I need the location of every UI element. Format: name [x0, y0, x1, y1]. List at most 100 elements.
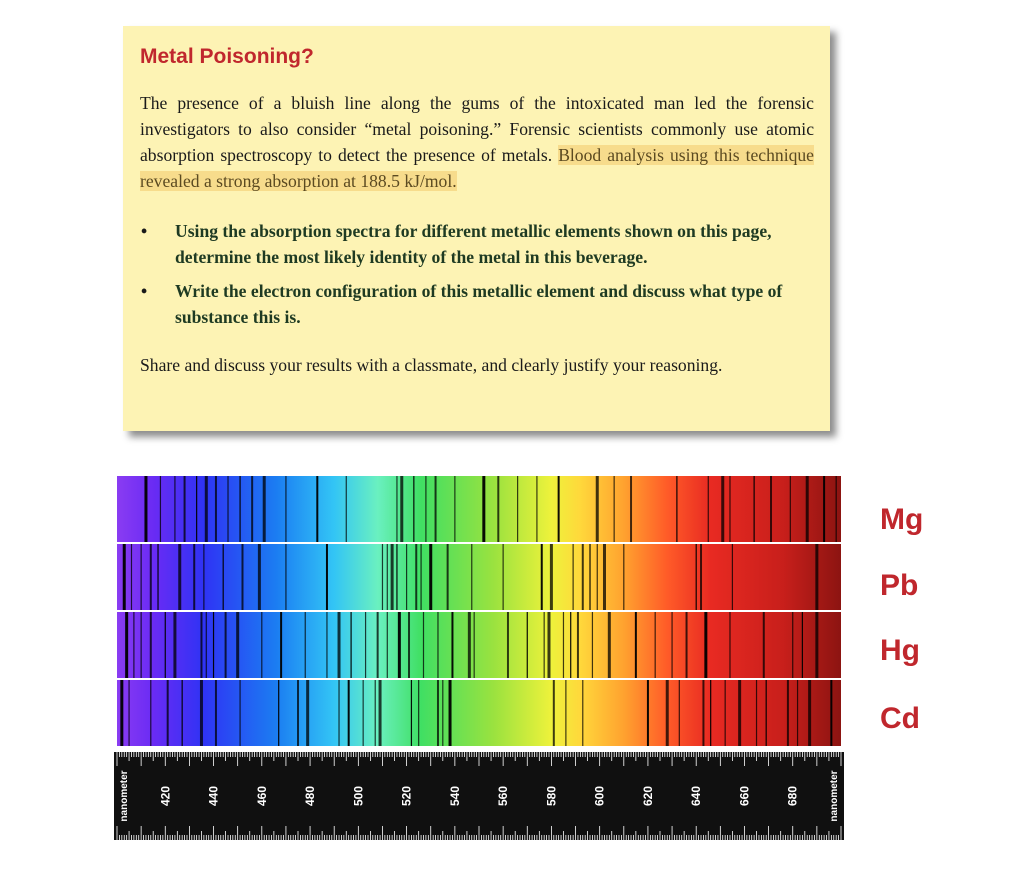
absorption-line [304, 612, 306, 678]
absorption-line [173, 612, 177, 678]
absorption-line [157, 544, 159, 610]
absorption-line [729, 612, 731, 678]
absorption-line [497, 476, 500, 542]
absorption-line [381, 544, 384, 610]
absorption-line [830, 680, 833, 746]
absorption-line [724, 680, 726, 746]
absorption-line [731, 544, 733, 610]
absorption-line [410, 680, 413, 746]
absorption-line [120, 680, 124, 746]
absorption-line [164, 612, 166, 678]
absorption-line [150, 680, 152, 746]
absorption-line [257, 544, 261, 610]
absorption-line [482, 476, 486, 542]
spectrum-band-mg [117, 476, 841, 544]
absorption-line [285, 544, 287, 610]
absorption-line [710, 680, 712, 746]
element-label-hg: Hg [880, 634, 920, 667]
spectrum-background [117, 680, 841, 746]
absorption-line [517, 476, 519, 542]
absorption-line [473, 612, 475, 678]
intro-paragraph: The presence of a bluish line along the … [140, 90, 814, 194]
absorption-line [753, 476, 755, 542]
absorption-line [700, 544, 703, 610]
absorption-line [557, 476, 560, 542]
absorption-line [707, 476, 709, 542]
absorption-line [133, 612, 135, 678]
absorption-line [374, 680, 376, 746]
absorption-line [376, 612, 379, 678]
absorption-line [762, 612, 765, 678]
absorption-line [591, 612, 594, 678]
absorption-line [582, 680, 584, 746]
absorption-line [345, 476, 347, 542]
absorption-line [122, 544, 126, 610]
question-text: Using the absorption spectra for differe… [175, 221, 772, 267]
absorption-line [451, 612, 454, 678]
absorption-line [140, 612, 142, 678]
absorption-spectra: 420 440 460 480 500 520 540 560 580 600 620 640 660 6… [114, 476, 844, 840]
absorption-line [174, 476, 176, 542]
absorption-line [214, 680, 217, 746]
ruler-tick-label: 460 [255, 786, 269, 806]
ruler-tick-label: 420 [158, 786, 172, 806]
ruler-tick-label: 580 [544, 786, 558, 806]
absorption-line [565, 680, 567, 746]
absorption-line [181, 680, 183, 746]
absorption-line [227, 476, 229, 542]
element-label-mg: Mg [880, 503, 924, 536]
absorption-line [205, 612, 207, 678]
absorption-line [540, 544, 543, 610]
absorption-line [448, 680, 452, 746]
absorption-line [738, 680, 742, 746]
absorption-line [422, 612, 425, 678]
ruler-tick-label: 540 [448, 786, 462, 806]
absorption-line [646, 680, 649, 746]
absorption-line [200, 612, 203, 678]
question-text: Write the electron configuration of this… [175, 281, 783, 327]
absorption-line [721, 476, 725, 542]
spectrum-background [117, 544, 841, 610]
absorption-line [390, 544, 394, 610]
absorption-line [678, 680, 680, 746]
band-separator [117, 678, 841, 680]
element-label-cd: Cd [880, 702, 920, 735]
absorption-line [337, 612, 341, 678]
absorption-line [183, 476, 186, 542]
absorption-line [338, 680, 340, 746]
intro-text: The presence of a bluish line along the … [140, 93, 814, 165]
absorption-line [400, 476, 404, 542]
absorption-line [425, 476, 427, 542]
absorption-line [595, 476, 599, 542]
absorption-line [413, 476, 415, 542]
absorption-line [408, 612, 411, 678]
absorption-line [729, 476, 731, 542]
closing-text: Share and discuss your results with a cl… [140, 355, 723, 375]
absorption-line [792, 612, 794, 678]
absorption-line [262, 476, 266, 542]
absorption-line [193, 544, 196, 610]
absorption-line [436, 680, 439, 746]
spectrum-band-hg [117, 612, 841, 680]
bullet: • [141, 281, 148, 301]
absorption-line [596, 544, 598, 610]
absorption-line [362, 680, 364, 746]
absorption-line [765, 680, 767, 746]
question-item: • Using the absorption spectra for differ… [140, 218, 814, 270]
absorption-line [576, 612, 579, 678]
absorption-line [386, 612, 388, 678]
ruler-tick-label: 680 [786, 786, 800, 806]
absorption-line [755, 680, 758, 746]
absorption-line [149, 544, 152, 610]
absorption-line [471, 544, 473, 610]
ruler-tick-label: 500 [351, 786, 365, 806]
absorption-line [364, 612, 367, 678]
absorption-line [128, 680, 130, 746]
absorption-line [396, 544, 398, 610]
absorption-line [549, 544, 553, 610]
absorption-line [613, 476, 615, 542]
band-separator [117, 610, 841, 612]
absorption-line [222, 544, 224, 610]
absorption-line [434, 476, 437, 542]
absorption-line [467, 612, 471, 678]
